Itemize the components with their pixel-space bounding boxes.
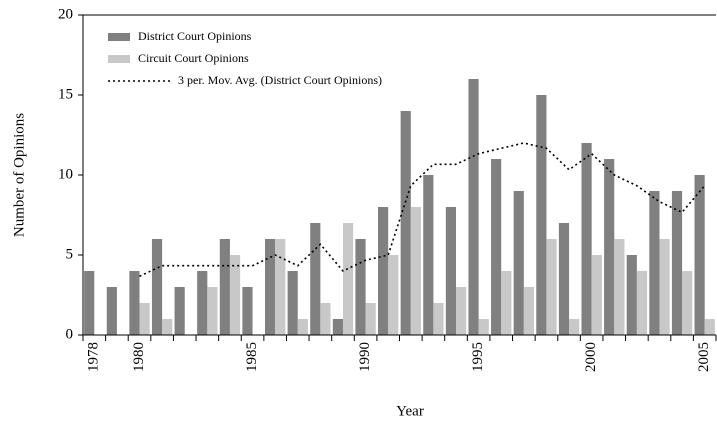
bar bbox=[197, 271, 208, 335]
legend-swatch bbox=[108, 55, 130, 63]
bar bbox=[649, 191, 660, 335]
bar bbox=[546, 239, 557, 335]
x-axis-label: Year bbox=[396, 403, 424, 419]
y-axis-label: Number of Opinions bbox=[11, 113, 27, 237]
bar bbox=[591, 255, 602, 335]
x-tick-label: 1985 bbox=[244, 342, 260, 372]
bar bbox=[378, 207, 389, 335]
bar bbox=[365, 303, 376, 335]
y-tick-label: 5 bbox=[66, 246, 74, 262]
bar bbox=[445, 207, 457, 335]
bar bbox=[287, 271, 298, 335]
bar bbox=[219, 239, 230, 335]
bar bbox=[558, 223, 570, 335]
bar bbox=[523, 287, 535, 335]
bar bbox=[682, 271, 693, 335]
legend-label: District Court Opinions bbox=[138, 29, 252, 43]
x-tick-label: 1995 bbox=[470, 342, 486, 372]
bar bbox=[581, 143, 592, 335]
bar bbox=[491, 159, 502, 335]
y-tick-label: 0 bbox=[66, 326, 74, 342]
bar bbox=[456, 287, 467, 335]
bar bbox=[355, 239, 366, 335]
bar bbox=[478, 319, 489, 335]
bar bbox=[410, 207, 421, 335]
bar bbox=[162, 319, 173, 335]
bar bbox=[139, 303, 150, 335]
x-tick-label: 1978 bbox=[86, 342, 102, 372]
bar bbox=[229, 255, 241, 335]
bar bbox=[264, 239, 276, 335]
x-tick-label: 1980 bbox=[131, 342, 147, 372]
bar bbox=[433, 303, 444, 335]
bar bbox=[174, 287, 185, 335]
bar bbox=[671, 191, 683, 335]
bar bbox=[468, 79, 479, 335]
bar bbox=[342, 223, 354, 335]
bar bbox=[332, 319, 343, 335]
legend-swatch bbox=[108, 33, 130, 41]
bar bbox=[310, 223, 321, 335]
bar bbox=[626, 255, 637, 335]
x-tick-label: 2005 bbox=[696, 342, 712, 372]
bar bbox=[423, 175, 434, 335]
bar bbox=[151, 239, 163, 335]
y-tick-label: 10 bbox=[58, 166, 73, 182]
x-tick-label: 2000 bbox=[583, 342, 599, 372]
legend-label: Circuit Court Opinions bbox=[138, 51, 249, 65]
bar bbox=[536, 95, 547, 335]
bar bbox=[501, 271, 512, 335]
y-tick-label: 20 bbox=[58, 6, 73, 22]
bar bbox=[614, 239, 625, 335]
bar bbox=[704, 319, 715, 335]
bar bbox=[513, 191, 524, 335]
y-tick-label: 15 bbox=[58, 86, 73, 102]
bar bbox=[320, 303, 331, 335]
bar bbox=[297, 319, 308, 335]
bar bbox=[388, 255, 399, 335]
bar bbox=[106, 287, 117, 335]
legend-label: 3 per. Mov. Avg. (District Court Opinion… bbox=[178, 73, 382, 87]
bar bbox=[84, 271, 95, 335]
bar bbox=[604, 159, 615, 335]
bar bbox=[242, 287, 253, 335]
bar bbox=[659, 239, 670, 335]
bar bbox=[636, 271, 648, 335]
bar bbox=[275, 239, 286, 335]
x-tick-label: 1990 bbox=[357, 342, 373, 372]
bar bbox=[207, 287, 218, 335]
bar bbox=[129, 271, 140, 335]
bar bbox=[569, 319, 580, 335]
bar bbox=[694, 175, 705, 335]
bar bbox=[400, 111, 411, 335]
moving-average-line bbox=[139, 142, 706, 278]
